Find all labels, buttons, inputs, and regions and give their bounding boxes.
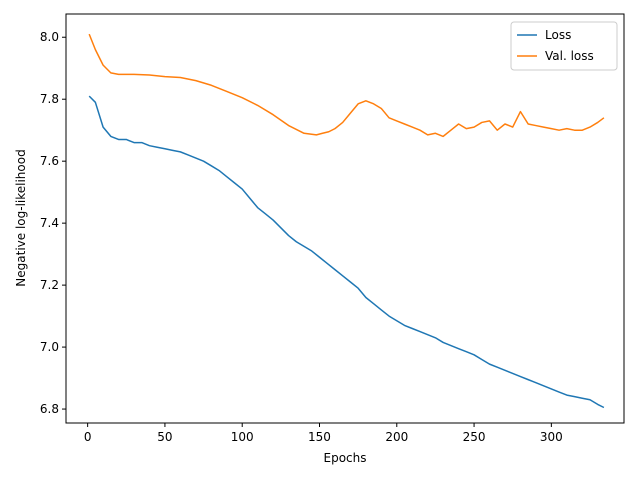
x-tick-label: 250	[463, 430, 486, 444]
y-tick-label: 7.8	[40, 92, 59, 106]
x-tick-label: 0	[84, 430, 92, 444]
axes-frame	[65, 13, 625, 424]
legend-label: Loss	[545, 28, 571, 42]
series-line-loss	[88, 95, 605, 409]
x-tick-label: 100	[231, 430, 254, 444]
y-tick-label: 7.4	[40, 216, 59, 230]
x-tick-label: 150	[308, 430, 331, 444]
x-axis: 0 50 100 150 200 250 300	[84, 423, 563, 444]
y-axis-label: Negative log-likelihood	[14, 149, 28, 286]
y-tick-label: 6.8	[40, 402, 59, 416]
y-tick-label: 7.2	[40, 278, 59, 292]
plot-area	[65, 13, 625, 424]
y-tick-label: 7.6	[40, 154, 59, 168]
y-axis: 6.8 7.0 7.2 7.4 7.6 7.8 8.0	[40, 30, 66, 416]
series-line-val-loss	[88, 33, 605, 138]
y-tick-label: 7.0	[40, 340, 59, 354]
x-tick-label: 200	[385, 430, 408, 444]
legend-label: Val. loss	[545, 49, 594, 63]
x-axis-label: Epochs	[324, 451, 367, 465]
legend-box	[510, 21, 618, 71]
x-tick-label: 300	[540, 430, 563, 444]
x-tick-label: 50	[157, 430, 172, 444]
y-tick-label: 8.0	[40, 30, 59, 44]
legend: Loss Val. loss	[510, 21, 618, 71]
